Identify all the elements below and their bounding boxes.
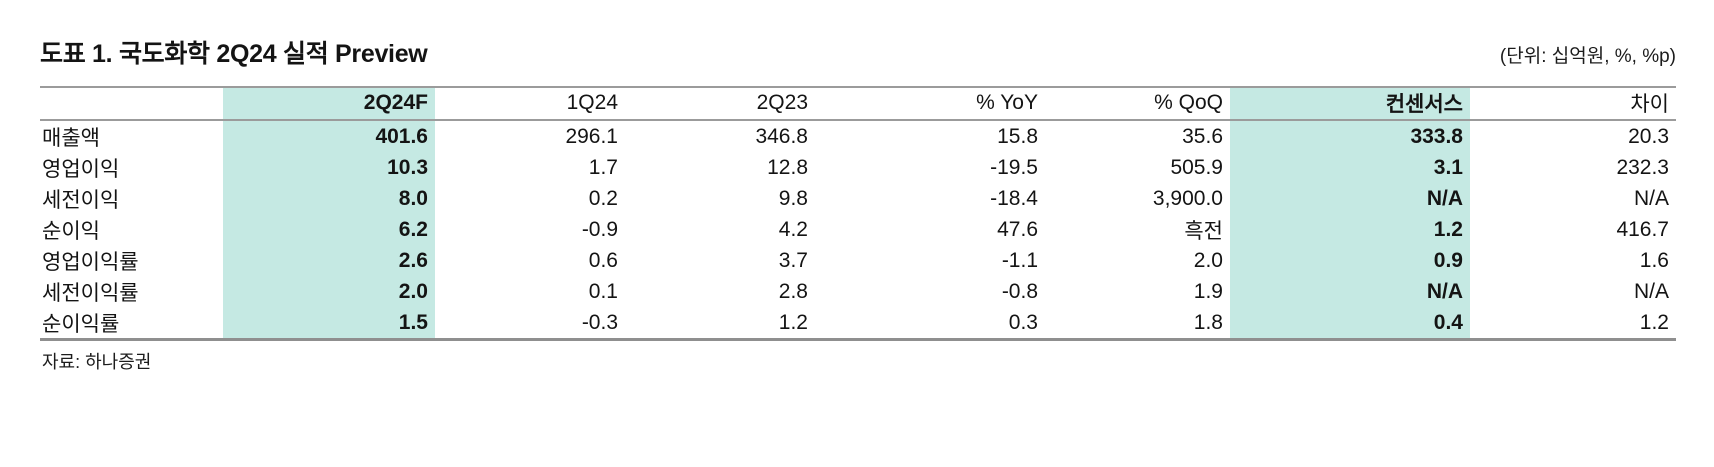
cell: N/A [1230, 183, 1470, 214]
row-label: 영업이익률 [42, 250, 139, 274]
cell: 3.1 [1230, 152, 1470, 183]
cell: -19.5 [990, 155, 1038, 179]
row-label: 세전이익 [42, 188, 120, 212]
cell: 1.9 [1193, 279, 1223, 303]
cell: N/A [1230, 276, 1470, 307]
cell: -18.4 [990, 186, 1038, 210]
table-body: 매출액 401.6 296.1 346.8 15.8 35.6 333.8 20.3 영업이익 1… [40, 120, 1676, 340]
cell: 2.8 [778, 279, 808, 303]
cell: -0.9 [581, 217, 618, 241]
row-label: 세전이익률 [42, 281, 139, 305]
table-row: 세전이익 8.0 0.2 9.8 -18.4 3,900.0 N/A N/A [40, 183, 1676, 214]
cell: 0.4 [1230, 307, 1470, 340]
column-header: % YoY [815, 87, 1045, 121]
cell: 2.0 [1193, 248, 1223, 272]
row-label-header [40, 87, 223, 121]
cell: 505.9 [1170, 155, 1223, 179]
cell: 0.2 [588, 186, 618, 210]
cell: 8.0 [223, 183, 435, 214]
table-header: 2Q24F 1Q24 2Q23% YoY% QoQ 컨센서스 차이 [40, 87, 1676, 121]
table-row: 세전이익률 2.0 0.1 2.8 -0.8 1.9 N/A N/A [40, 276, 1676, 307]
cell: 2.0 [223, 276, 435, 307]
column-header: 차이 [1470, 87, 1676, 121]
cell: 3,900.0 [1152, 186, 1223, 210]
column-header: % QoQ [1045, 87, 1230, 121]
row-label: 순이익률 [42, 312, 120, 336]
cell: 1.6 [1639, 248, 1669, 272]
cell: 1.2 [1230, 214, 1470, 245]
column-header: 2Q24F [223, 87, 435, 121]
row-label: 순이익 [42, 219, 100, 243]
cell: -1.1 [1001, 248, 1038, 272]
cell: 12.8 [767, 155, 808, 179]
cell: 232.3 [1616, 155, 1669, 179]
cell: 20.3 [1628, 124, 1669, 148]
cell: 2.6 [223, 245, 435, 276]
cell: 4.2 [778, 217, 808, 241]
cell: 1.2 [1639, 310, 1669, 334]
cell: 333.8 [1230, 120, 1470, 152]
cell: 10.3 [223, 152, 435, 183]
cell: 401.6 [223, 120, 435, 152]
title-row: 도표 1. 국도화학 2Q24 실적 Preview (단위: 십억원, %, … [40, 34, 1676, 70]
source-note: 자료: 하나증권 [42, 352, 152, 372]
cell: 0.1 [588, 279, 618, 303]
cell: 47.6 [997, 217, 1038, 241]
cell: 3.7 [778, 248, 808, 272]
cell: -0.3 [581, 310, 618, 334]
column-header: 컨센서스 [1230, 87, 1470, 121]
cell: 1.8 [1193, 310, 1223, 334]
row-label: 영업이익 [42, 157, 120, 181]
cell: 1.5 [223, 307, 435, 340]
table-row: 순이익률 1.5 -0.3 1.2 0.3 1.8 0.4 1.2 [40, 307, 1676, 340]
report-table-section: 도표 1. 국도화학 2Q24 실적 Preview (단위: 십억원, %, … [40, 34, 1676, 372]
cell: 346.8 [755, 124, 808, 148]
cell: 296.1 [565, 124, 618, 148]
cell: 416.7 [1616, 217, 1669, 241]
table-row: 영업이익률 2.6 0.6 3.7 -1.1 2.0 0.9 1.6 [40, 245, 1676, 276]
cell: 0.3 [1008, 310, 1038, 334]
table-row: 매출액 401.6 296.1 346.8 15.8 35.6 333.8 20.3 [40, 120, 1676, 152]
cell: 15.8 [997, 124, 1038, 148]
header-row: 2Q24F 1Q24 2Q23% YoY% QoQ 컨센서스 차이 [40, 87, 1676, 121]
table-title: 도표 1. 국도화학 2Q24 실적 Preview [40, 40, 428, 68]
cell: 35.6 [1182, 124, 1223, 148]
cell: 1.7 [588, 155, 618, 179]
unit-note: (단위: 십억원, %, %p) [1499, 46, 1676, 67]
cell: N/A [1633, 279, 1669, 303]
cell: 1.2 [778, 310, 808, 334]
cell: N/A [1633, 186, 1669, 210]
cell: -0.8 [1001, 279, 1038, 303]
cell: 6.2 [223, 214, 435, 245]
earnings-preview-table: 2Q24F 1Q24 2Q23% YoY% QoQ 컨센서스 차이 매출액 401.6 29… [40, 86, 1676, 341]
table-row: 순이익 6.2 -0.9 4.2 47.6 흑전 1.2 416.7 [40, 214, 1676, 245]
cell: 흑전 [1184, 219, 1223, 243]
column-header: 1Q24 [435, 87, 625, 121]
cell: 9.8 [778, 186, 808, 210]
cell: 0.9 [1230, 245, 1470, 276]
row-label: 매출액 [42, 126, 100, 150]
table-row: 영업이익 10.3 1.7 12.8 -19.5 505.9 3.1 232.3 [40, 152, 1676, 183]
cell: 0.6 [588, 248, 618, 272]
column-header: 2Q23 [625, 87, 815, 121]
